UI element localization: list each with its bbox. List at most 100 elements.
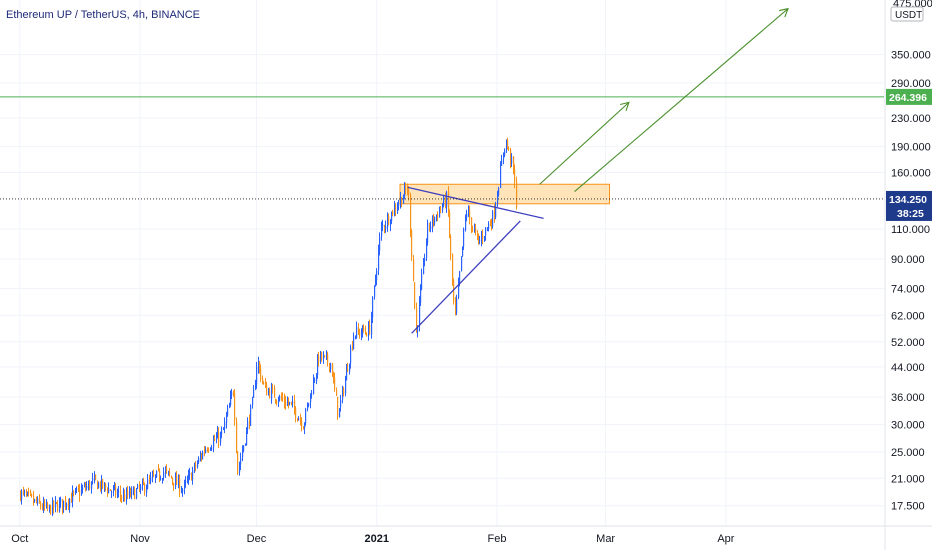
candle-body[interactable] xyxy=(231,392,233,396)
candle-body[interactable] xyxy=(117,492,119,495)
candle-body[interactable] xyxy=(439,209,441,218)
candle-body[interactable] xyxy=(410,195,412,232)
candle-body[interactable] xyxy=(216,437,218,440)
candle-body[interactable] xyxy=(482,235,484,239)
candle-body[interactable] xyxy=(416,307,418,332)
candle-body[interactable] xyxy=(274,388,276,398)
candle-body[interactable] xyxy=(62,498,64,509)
candle-body[interactable] xyxy=(374,285,376,297)
candle-body[interactable] xyxy=(115,486,117,495)
candle-body[interactable] xyxy=(78,488,80,490)
candle-body[interactable] xyxy=(481,236,483,241)
candle-body[interactable] xyxy=(143,481,145,485)
candle-body[interactable] xyxy=(227,408,229,416)
candle-body[interactable] xyxy=(82,487,84,490)
candle-body[interactable] xyxy=(417,325,419,332)
candle-body[interactable] xyxy=(226,416,228,423)
candle-body[interactable] xyxy=(324,355,326,357)
candle-body[interactable] xyxy=(131,488,133,496)
candle-body[interactable] xyxy=(404,186,406,197)
candle-body[interactable] xyxy=(95,474,97,480)
candle-body[interactable] xyxy=(449,212,451,237)
candle-body[interactable] xyxy=(414,282,416,309)
candle-body[interactable] xyxy=(213,439,215,448)
candle-body[interactable] xyxy=(513,156,515,169)
candle-body[interactable] xyxy=(478,235,480,240)
candle-body[interactable] xyxy=(300,418,302,421)
candle-body[interactable] xyxy=(234,393,236,421)
candle-body[interactable] xyxy=(240,458,242,465)
candle-body[interactable] xyxy=(368,325,370,336)
candle-body[interactable] xyxy=(269,390,271,398)
candle-body[interactable] xyxy=(40,503,42,508)
candle-body[interactable] xyxy=(165,469,167,473)
candle-body[interactable] xyxy=(488,223,490,229)
candle-body[interactable] xyxy=(168,471,170,473)
candle-body[interactable] xyxy=(362,326,364,335)
candle-body[interactable] xyxy=(458,283,460,298)
candle-body[interactable] xyxy=(60,498,62,503)
candle-body[interactable] xyxy=(81,488,83,495)
candle-body[interactable] xyxy=(175,477,177,488)
candle-body[interactable] xyxy=(501,159,503,166)
candle-body[interactable] xyxy=(21,491,23,501)
candle-body[interactable] xyxy=(363,327,365,332)
candle-body[interactable] xyxy=(256,366,258,385)
resistance-zone[interactable] xyxy=(399,183,611,205)
candle-body[interactable] xyxy=(53,500,55,508)
candle-body[interactable] xyxy=(475,228,477,232)
candle-body[interactable] xyxy=(253,389,255,398)
candle-body[interactable] xyxy=(287,401,289,405)
candle-body[interactable] xyxy=(184,482,186,489)
candle-body[interactable] xyxy=(24,491,26,493)
candle-body[interactable] xyxy=(365,330,367,333)
candle-body[interactable] xyxy=(44,502,46,507)
candle-body[interactable] xyxy=(98,482,100,488)
candle-body[interactable] xyxy=(258,362,260,368)
candle-body[interactable] xyxy=(339,408,341,418)
candle-body[interactable] xyxy=(446,192,448,208)
candle-body[interactable] xyxy=(279,395,281,400)
candle-body[interactable] xyxy=(366,333,368,337)
candle-body[interactable] xyxy=(23,491,25,493)
candle-body[interactable] xyxy=(187,479,189,482)
candle-body[interactable] xyxy=(291,401,293,403)
candle-body[interactable] xyxy=(391,211,393,222)
candle-body[interactable] xyxy=(158,469,160,471)
candle-body[interactable] xyxy=(28,491,30,493)
candle-body[interactable] xyxy=(466,213,468,219)
candle-body[interactable] xyxy=(436,215,438,217)
candle-body[interactable] xyxy=(108,488,110,494)
candle-body[interactable] xyxy=(110,489,112,492)
triangle-upper-trendline[interactable] xyxy=(407,186,544,220)
candle-body[interactable] xyxy=(329,362,331,370)
candle-body[interactable] xyxy=(89,481,91,489)
candle-body[interactable] xyxy=(504,148,506,156)
candle-body[interactable] xyxy=(392,210,394,215)
candle-body[interactable] xyxy=(497,195,499,205)
candle-body[interactable] xyxy=(492,211,494,227)
candle-body[interactable] xyxy=(381,225,383,237)
candle-body[interactable] xyxy=(508,148,510,150)
candle-body[interactable] xyxy=(471,217,473,229)
candle-body[interactable] xyxy=(68,502,70,506)
candle-body[interactable] xyxy=(479,239,481,241)
candle-body[interactable] xyxy=(298,418,300,421)
candle-body[interactable] xyxy=(69,498,71,508)
candle-body[interactable] xyxy=(278,400,280,403)
candle-body[interactable] xyxy=(52,501,54,516)
candle-body[interactable] xyxy=(304,423,306,429)
candle-body[interactable] xyxy=(124,494,126,502)
candle-body[interactable] xyxy=(156,470,158,477)
candle-body[interactable] xyxy=(171,475,173,479)
candle-body[interactable] xyxy=(200,456,202,458)
candle-body[interactable] xyxy=(461,256,463,271)
candle-body[interactable] xyxy=(144,484,146,493)
candle-body[interactable] xyxy=(452,253,454,281)
candle-body[interactable] xyxy=(57,503,59,512)
candle-body[interactable] xyxy=(450,236,452,256)
candle-body[interactable] xyxy=(382,225,384,227)
candle-body[interactable] xyxy=(398,203,400,207)
candle-body[interactable] xyxy=(372,296,374,318)
candle-body[interactable] xyxy=(71,498,73,503)
